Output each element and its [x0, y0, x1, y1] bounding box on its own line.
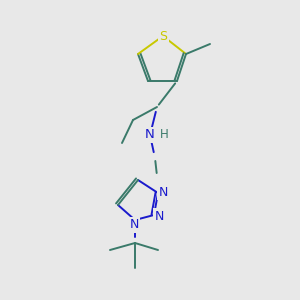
Text: S: S	[159, 29, 167, 43]
Text: N: N	[154, 209, 164, 223]
Text: H: H	[160, 128, 168, 142]
Text: N: N	[129, 218, 139, 232]
Text: N: N	[145, 128, 155, 142]
Text: N: N	[158, 185, 168, 199]
